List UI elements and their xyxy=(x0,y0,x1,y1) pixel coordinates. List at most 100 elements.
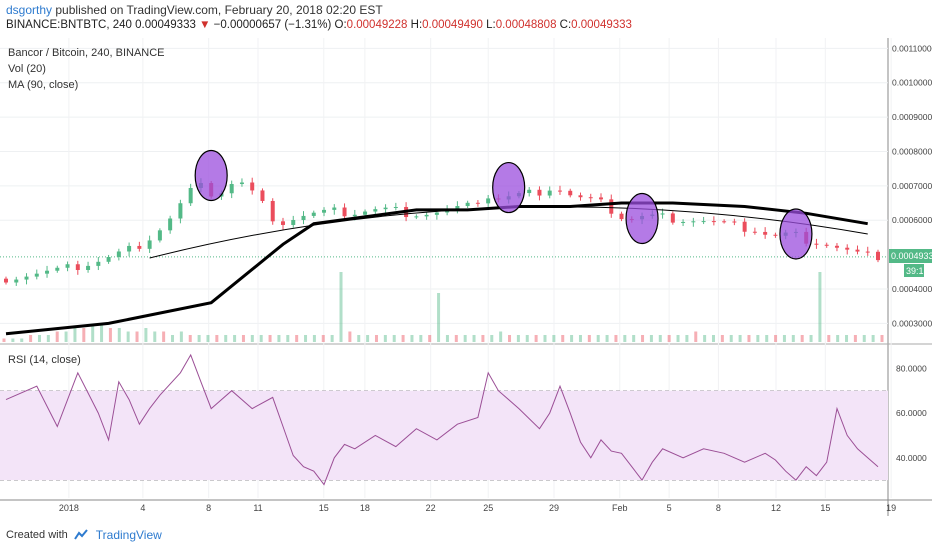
volume-bar xyxy=(108,328,112,342)
ticker-line: BINANCE:BNTBTC, 240 0.00049333 ▼ −0.0000… xyxy=(6,19,632,31)
countdown-badge: 39:17 xyxy=(904,264,929,277)
candle-body xyxy=(557,190,562,192)
publish-header: dsgorthy published on TradingView.com, F… xyxy=(6,3,383,17)
candle-body xyxy=(147,240,152,249)
volume-bar xyxy=(401,335,405,342)
countdown-text: 39:17 xyxy=(906,266,929,276)
candle-body xyxy=(424,214,429,217)
candle-body xyxy=(75,264,80,270)
volume-bar xyxy=(117,328,121,342)
legend-rsi: RSI (14, close) xyxy=(8,354,81,366)
volume-bar xyxy=(215,335,219,342)
author-link[interactable]: dsgorthy xyxy=(6,3,53,17)
candle-body xyxy=(383,207,388,210)
candle-body xyxy=(14,279,19,283)
candle-body xyxy=(486,198,491,204)
volume-bar xyxy=(711,335,715,342)
volume-bar xyxy=(64,331,68,342)
time-tick-label: Feb xyxy=(612,503,628,513)
volume-bar xyxy=(765,335,769,342)
high-value: 0.00049490 xyxy=(422,19,483,31)
volume-bar xyxy=(126,331,130,342)
volume-bar xyxy=(490,335,494,342)
candle-body xyxy=(229,184,234,194)
time-tick-label: 15 xyxy=(820,503,830,513)
volume-bar xyxy=(383,335,387,342)
rsi-tick-label: 80.0000 xyxy=(896,363,927,373)
candle-body xyxy=(527,189,532,194)
volume-bar xyxy=(197,335,201,342)
volume-bar xyxy=(162,331,166,342)
volume-bar xyxy=(321,335,325,342)
tradingview-brand-link[interactable]: TradingView xyxy=(95,528,162,542)
volume-bar xyxy=(330,335,334,342)
candle-body xyxy=(301,215,306,221)
volume-bar xyxy=(578,335,582,342)
candle-body xyxy=(239,182,244,185)
legend-ma: MA (90, close) xyxy=(8,79,78,91)
volume-bar xyxy=(171,335,175,342)
candle-body xyxy=(824,244,829,246)
low-value: 0.00048808 xyxy=(495,19,557,31)
candle-body xyxy=(55,267,60,271)
legend-vol: Vol (20) xyxy=(8,63,46,75)
candle-body xyxy=(342,207,347,217)
time-tick-label: 18 xyxy=(360,503,370,513)
candle-body xyxy=(865,251,870,253)
volume-bar xyxy=(277,335,281,342)
volume-bar xyxy=(862,335,866,342)
volume-bar xyxy=(561,335,565,342)
candle-body xyxy=(834,245,839,248)
volume-bar xyxy=(428,335,432,342)
time-tick-label: 12 xyxy=(771,503,781,513)
close-label: C: xyxy=(559,19,572,31)
footer: Created with TradingView xyxy=(6,528,162,542)
candle-body xyxy=(393,206,398,208)
candle-body xyxy=(352,214,357,217)
volume-bar xyxy=(738,335,742,342)
volume-bar xyxy=(871,335,875,342)
candle-body xyxy=(178,203,183,219)
highlight-circle xyxy=(779,208,813,260)
time-tick-label: 2018 xyxy=(59,503,79,513)
down-arrow-icon: ▼ xyxy=(199,19,211,31)
volume-bar xyxy=(845,335,849,342)
rsi-tick-label: 60.0000 xyxy=(896,408,927,418)
volume-bar xyxy=(55,331,59,342)
candle-body xyxy=(4,278,8,283)
close-value: 0.00049333 xyxy=(571,19,632,31)
volume-bar xyxy=(224,335,228,342)
candle-body xyxy=(280,221,285,225)
volume-bar xyxy=(144,328,148,342)
volume-bars xyxy=(2,272,884,342)
volume-bar xyxy=(596,335,600,342)
volume-bar xyxy=(658,335,662,342)
volume-bar xyxy=(153,331,157,342)
candle-body xyxy=(537,189,542,196)
price-tick-label: 0.00110000 xyxy=(892,43,932,53)
volume-bar xyxy=(179,331,183,342)
volume-bar xyxy=(703,335,707,342)
volume-bar xyxy=(685,335,689,342)
candle-body xyxy=(96,261,101,266)
candle-body xyxy=(86,265,91,270)
candle-body xyxy=(670,213,675,223)
candle-body xyxy=(609,199,614,214)
candle-body xyxy=(722,221,727,223)
volume-bar xyxy=(836,335,840,342)
volume-bar xyxy=(82,328,86,342)
volume-bar xyxy=(46,335,50,342)
volume-bar xyxy=(312,335,316,342)
volume-bar xyxy=(374,335,378,342)
legend-title: Bancor / Bitcoin, 240, BINANCE xyxy=(8,47,165,59)
volume-bar xyxy=(348,331,352,342)
volume-bar xyxy=(552,335,556,342)
candle-body xyxy=(455,206,460,210)
candle-body xyxy=(547,190,552,196)
candle-body xyxy=(619,213,624,220)
last-price: 0.00049333 xyxy=(135,19,196,31)
